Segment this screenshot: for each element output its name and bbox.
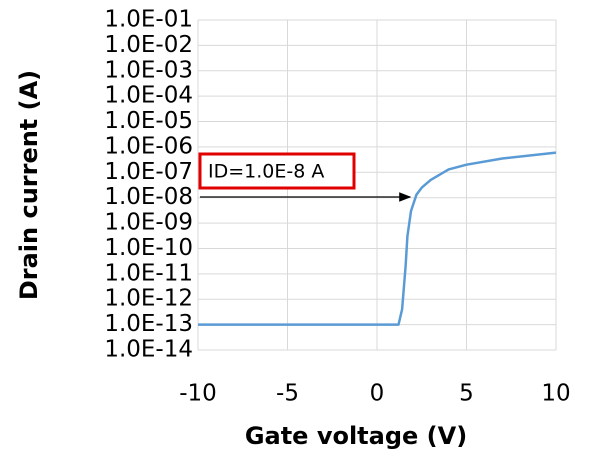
y-tick-label: 1.0E-07 [104,159,193,185]
x-axis-title: Gate voltage (V) [245,422,467,450]
y-axis-title: Drain current (A) [15,70,43,300]
annotation-box [198,152,356,190]
x-tick-label: -10 [179,381,217,407]
y-tick-label: 1.0E-04 [104,83,193,109]
y-tick-label: 1.0E-13 [104,311,193,337]
y-tick-label: 1.0E-06 [104,133,193,159]
y-tick-label: 1.0E-08 [104,184,193,210]
y-tick-label: 1.0E-12 [104,286,193,312]
y-tick-label: 1.0E-11 [104,260,193,286]
y-tick-label: 1.0E-10 [104,235,193,261]
y-tick-label: 1.0E-05 [104,108,193,134]
x-tick-label: -5 [276,381,299,407]
data-line [198,151,557,326]
y-tick-label: 1.0E-01 [104,7,193,33]
annotation: ID=1.0E-8 A [208,161,324,183]
y-tick-label: 1.0E-03 [104,57,193,83]
x-tick-label: 5 [459,381,474,407]
y-tick-label: 1.0E-02 [104,32,193,58]
x-tick-label: 10 [541,381,570,407]
y-tick-label: 1.0E-14 [104,337,193,363]
y-tick-label: 1.0E-09 [104,210,193,236]
plot-area: 1.0E-141.0E-131.0E-121.0E-111.0E-101.0E-… [104,7,570,407]
x-tick-label: 0 [370,381,385,407]
